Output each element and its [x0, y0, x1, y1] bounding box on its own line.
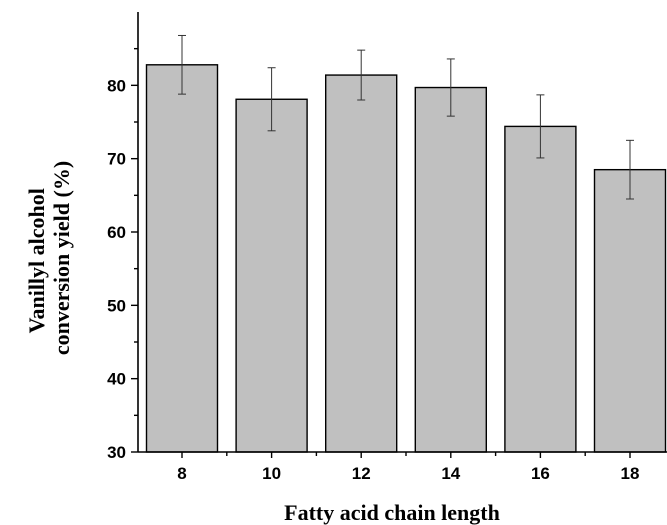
- x-tick-label-12: 12: [352, 464, 371, 483]
- y-tick-label-80: 80: [107, 76, 126, 95]
- x-tick-label-8: 8: [177, 464, 186, 483]
- bar-8: [145, 64, 219, 453]
- y-tick-label-40: 40: [107, 370, 126, 389]
- y-axis-title: Vanillyl alcohol conversion yield (%): [24, 161, 74, 355]
- y-ticks-group: 30 40 50 60 70 80: [107, 47, 138, 462]
- bars-group: [145, 64, 667, 453]
- y-axis-title-line-2: conversion yield (%): [49, 161, 74, 355]
- bar-18: [593, 168, 667, 453]
- bar-16: [504, 125, 577, 453]
- bar-14: [414, 86, 487, 453]
- x-ticks-group: 8 10 12 14 16 18: [177, 452, 639, 483]
- bar-10: [235, 98, 308, 453]
- y-tick-label-50: 50: [107, 296, 126, 315]
- x-tick-label-18: 18: [621, 464, 640, 483]
- y-tick-label-60: 60: [107, 223, 126, 242]
- y-tick-label-70: 70: [107, 150, 126, 169]
- error-bars-group: [178, 34, 634, 200]
- y-axis-title-line-1: Vanillyl alcohol: [24, 188, 49, 333]
- x-tick-label-16: 16: [531, 464, 550, 483]
- x-tick-label-14: 14: [441, 464, 460, 483]
- y-tick-label-30: 30: [107, 443, 126, 462]
- bar-12: [325, 74, 398, 453]
- x-axis-title: Fatty acid chain length: [284, 500, 500, 525]
- x-tick-label-10: 10: [262, 464, 281, 483]
